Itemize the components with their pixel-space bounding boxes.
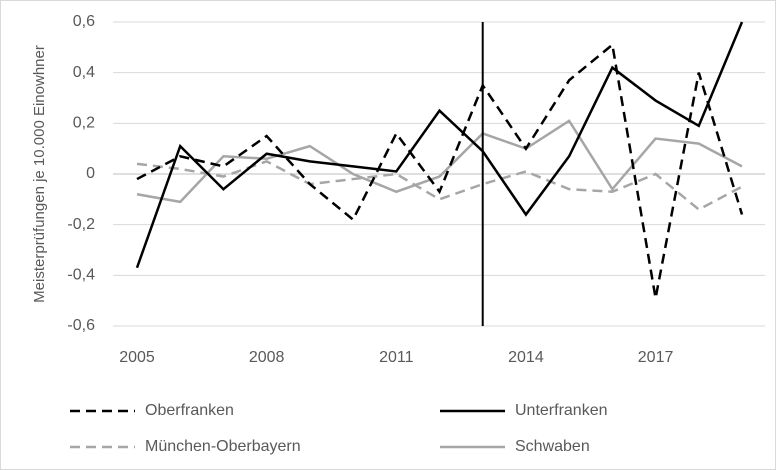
x-tick-label: 2005 <box>119 349 155 366</box>
legend-label: Schwaben <box>515 438 590 455</box>
y-axis-label: Meisterprüfungen je 10.000 Einowhner <box>31 45 48 303</box>
x-tick-label: 2017 <box>638 349 674 366</box>
line-series <box>136 119 743 204</box>
y-tick-label: -0,2 <box>67 216 95 233</box>
y-tick-label: 0 <box>86 165 95 182</box>
legend-label: Unterfranken <box>515 402 608 419</box>
legend-label: München-Oberbayern <box>145 438 301 455</box>
line-series <box>136 42 744 299</box>
y-tick-label: -0,6 <box>67 317 95 334</box>
x-tick-label: 2008 <box>249 349 285 366</box>
line-series <box>135 21 744 269</box>
y-tick-label: 0,6 <box>73 13 95 30</box>
x-tick-label: 2011 <box>379 349 414 366</box>
legend-label: Oberfranken <box>145 402 234 419</box>
y-tick-label: 0,2 <box>73 115 95 132</box>
line-series <box>136 159 743 211</box>
x-tick-label: 2014 <box>508 349 544 366</box>
y-tick-label: 0,4 <box>73 64 95 81</box>
y-tick-label: -0,4 <box>67 267 95 284</box>
